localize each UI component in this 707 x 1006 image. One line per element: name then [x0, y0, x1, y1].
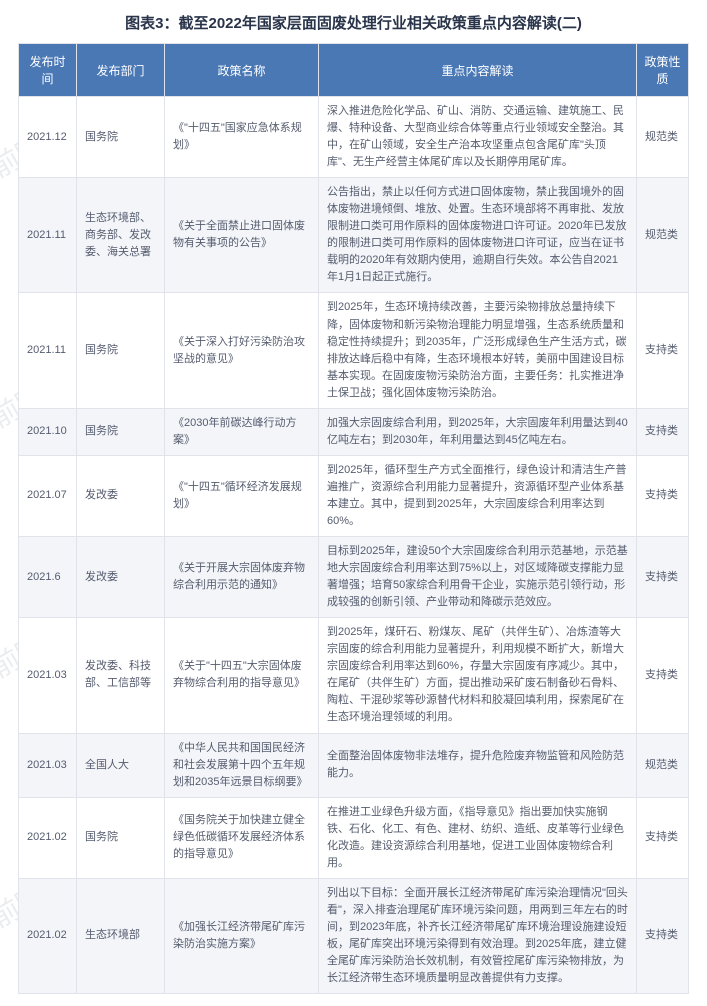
cell-name: 《关于开展大宗固体废弃物综合利用示范的通知》	[165, 537, 319, 618]
table-row: 2021.03全国人大《中华人民共和国国民经济和社会发展第十四个五年规划和203…	[19, 733, 689, 797]
cell-dept: 发改委、科技部、工信部等	[77, 618, 165, 733]
cell-date: 2021.07	[19, 455, 77, 536]
cell-date: 2021.03	[19, 618, 77, 733]
table-row: 2021.02生态环境部《加强长江经济带尾矿库污染防治实施方案》列出以下目标：全…	[19, 878, 689, 993]
cell-content: 到2025年，煤矸石、粉煤灰、尾矿（共伴生矿）、冶炼渣等大宗固废的综合利用能力显…	[319, 618, 637, 733]
table-row: 2021.03发改委、科技部、工信部等《关于"十四五"大宗固体废弃物综合利用的指…	[19, 618, 689, 733]
cell-dept: 国务院	[77, 797, 165, 878]
cell-date: 2021.03	[19, 733, 77, 797]
table-row: 2021.07发改委《"十四五"循环经济发展规划》到2025年，循环型生产方式全…	[19, 455, 689, 536]
cell-name: 《2030年前碳达峰行动方案》	[165, 408, 319, 455]
cell-type: 支持类	[637, 797, 689, 878]
cell-type: 支持类	[637, 455, 689, 536]
cell-content: 在推进工业绿色升级方面，《指导意见》指出要加快实施钢铁、石化、化工、有色、建材、…	[319, 797, 637, 878]
table-row: 2021.12国务院《"十四五"国家应急体系规划》深入推进危险化学品、矿山、消防…	[19, 97, 689, 178]
cell-name: 《加强长江经济带尾矿库污染防治实施方案》	[165, 878, 319, 993]
cell-content: 全面整治固体废物非法堆存，提升危险废弃物监管和风险防范能力。	[319, 733, 637, 797]
cell-type: 规范类	[637, 733, 689, 797]
cell-dept: 发改委	[77, 455, 165, 536]
cell-name: 《关于全面禁止进口固体废物有关事项的公告》	[165, 178, 319, 293]
cell-dept: 国务院	[77, 97, 165, 178]
cell-content: 深入推进危险化学品、矿山、消防、交通运输、建筑施工、民爆、特种设备、大型商业综合…	[319, 97, 637, 178]
col-header-content: 重点内容解读	[319, 44, 637, 97]
cell-date: 2021.6	[19, 537, 77, 618]
cell-date: 2021.02	[19, 878, 77, 993]
cell-date: 2021.10	[19, 408, 77, 455]
cell-date: 2021.11	[19, 293, 77, 408]
cell-name: 《关于"十四五"大宗固体废弃物综合利用的指导意见》	[165, 618, 319, 733]
cell-type: 支持类	[637, 618, 689, 733]
table-row: 2021.11国务院《关于深入打好污染防治攻坚战的意见》到2025年，生态环境持…	[19, 293, 689, 408]
cell-content: 到2025年，循环型生产方式全面推行，绿色设计和清洁生产普遍推广，资源综合利用能…	[319, 455, 637, 536]
cell-type: 支持类	[637, 408, 689, 455]
cell-type: 支持类	[637, 537, 689, 618]
cell-content: 目标到2025年，建设50个大宗固废综合利用示范基地，示范基地大宗固废综合利用率…	[319, 537, 637, 618]
cell-name: 《"十四五"国家应急体系规划》	[165, 97, 319, 178]
cell-dept: 全国人大	[77, 733, 165, 797]
cell-name: 《"十四五"循环经济发展规划》	[165, 455, 319, 536]
cell-content: 列出以下目标：全面开展长江经济带尾矿库污染治理情况"回头看"，深入排查治理尾矿库…	[319, 878, 637, 993]
cell-content: 到2025年，生态环境持续改善，主要污染物排放总量持续下降，固体废物和新污染物治…	[319, 293, 637, 408]
cell-date: 2021.02	[19, 797, 77, 878]
col-header-type: 政策性质	[637, 44, 689, 97]
col-header-date: 发布时间	[19, 44, 77, 97]
table-row: 2021.10国务院《2030年前碳达峰行动方案》加强大宗固废综合利用，到202…	[19, 408, 689, 455]
page-title: 图表3：截至2022年国家层面固废处理行业相关政策重点内容解读(二)	[18, 12, 689, 33]
cell-name: 《关于深入打好污染防治攻坚战的意见》	[165, 293, 319, 408]
col-header-name: 政策名称	[165, 44, 319, 97]
cell-dept: 国务院	[77, 293, 165, 408]
cell-content: 加强大宗固废综合利用，到2025年，大宗固废年利用量达到40亿吨左右；到2030…	[319, 408, 637, 455]
cell-dept: 生态环境部	[77, 878, 165, 993]
table-row: 2021.6发改委《关于开展大宗固体废弃物综合利用示范的通知》目标到2025年，…	[19, 537, 689, 618]
cell-type: 支持类	[637, 878, 689, 993]
cell-dept: 国务院	[77, 408, 165, 455]
cell-date: 2021.11	[19, 178, 77, 293]
cell-dept: 发改委	[77, 537, 165, 618]
policy-table: 发布时间 发布部门 政策名称 重点内容解读 政策性质 2021.12国务院《"十…	[18, 43, 689, 994]
cell-type: 规范类	[637, 97, 689, 178]
cell-dept: 生态环境部、商务部、发改委、海关总署	[77, 178, 165, 293]
cell-content: 公告指出，禁止以任何方式进口固体废物，禁止我国境外的固体废物进境倾倒、堆放、处置…	[319, 178, 637, 293]
table-row: 2021.11生态环境部、商务部、发改委、海关总署《关于全面禁止进口固体废物有关…	[19, 178, 689, 293]
cell-type: 支持类	[637, 293, 689, 408]
cell-type: 规范类	[637, 178, 689, 293]
cell-name: 《国务院关于加快建立健全绿色低碳循环发展经济体系的指导意见》	[165, 797, 319, 878]
table-row: 2021.02国务院《国务院关于加快建立健全绿色低碳循环发展经济体系的指导意见》…	[19, 797, 689, 878]
cell-name: 《中华人民共和国国民经济和社会发展第十四个五年规划和2035年远景目标纲要》	[165, 733, 319, 797]
col-header-dept: 发布部门	[77, 44, 165, 97]
cell-date: 2021.12	[19, 97, 77, 178]
